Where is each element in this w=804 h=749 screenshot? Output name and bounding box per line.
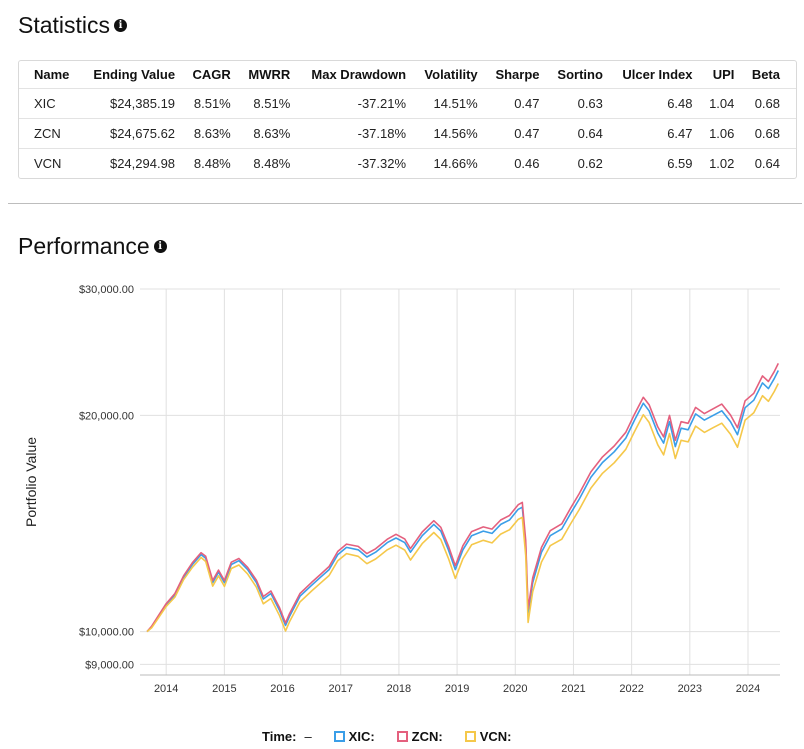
performance-chart[interactable]: 2014 2015 2016 2017 2018 2019 2020 2021 2022 2023… [0,270,804,720]
stat-cell: $24,294.98 [80,148,183,178]
table-row: XIC $24,385.19 8.51% 8.51% -37.21% 14.51% 0.47… [19,88,796,119]
stat-cell: 0.68 [741,118,796,149]
statistics-title-text: Statistics [18,12,111,38]
legend-label-zcn: ZCN: [411,729,443,744]
legend-swatch-xic [333,731,345,742]
stat-cell: 0.46 [484,148,547,178]
performance-title: Performance i [18,233,167,260]
x-tick-label: 2021 [561,683,585,695]
y-tick-label: $30,000.00 [79,284,134,296]
table-row: ZCN $24,675.62 8.63% 8.63% -37.18% 14.56% 0.47… [19,118,796,149]
series-line-zcn [146,363,780,633]
stat-cell: 6.47 [609,118,700,149]
stat-cell: 0.47 [484,88,547,119]
stat-cell: 1.06 [699,118,742,149]
stat-cell: 8.51% [237,88,298,119]
table-row: VCN $24,294.98 8.48% 8.48% -37.32% 14.66% 0.46… [19,148,796,178]
stat-cell: 8.63% [182,118,238,149]
column-header[interactable]: Beta [751,67,780,82]
stat-cell: $24,385.19 [80,88,183,119]
legend-item-zcn[interactable]: ZCN: [396,729,443,744]
column-header[interactable]: Name [34,67,70,82]
x-tick-label: 2024 [736,683,760,695]
y-tick-label: $10,000.00 [79,627,134,639]
column-header[interactable]: Volatility [424,67,478,82]
table-body: XIC $24,385.19 8.51% 8.51% -37.21% 14.51% 0.47… [19,88,796,178]
column-header[interactable]: Sortino [557,67,603,82]
stat-cell: 14.66% [413,148,485,178]
ticker-cell: ZCN [19,118,81,149]
stat-cell: 0.62 [546,148,610,178]
column-header[interactable]: UPI [712,67,735,82]
x-tick-label: 2022 [619,683,643,695]
x-tick-label: 2015 [212,683,236,695]
legend-time-label: Time: [262,729,297,744]
stat-cell: 6.59 [609,148,700,178]
stat-cell: 8.48% [182,148,238,178]
legend-label-xic: XIC: [348,729,375,744]
x-tick-label: 2014 [154,683,178,695]
x-tick-label: 2017 [328,683,352,695]
y-tick-label: $20,000.00 [79,410,134,422]
info-icon[interactable]: i [114,19,128,32]
stat-cell: 0.64 [546,118,610,149]
stat-cell: 8.63% [237,118,298,149]
legend-swatch-vcn [464,731,476,742]
stat-cell: -37.32% [297,148,414,178]
statistics-title: Statistics i [18,12,128,39]
column-header[interactable]: Ulcer Index [622,67,693,82]
stat-cell: 0.47 [484,118,547,149]
legend-swatch-zcn [396,731,408,742]
stat-cell: 0.63 [546,88,610,119]
column-header[interactable]: Ending Value [93,67,176,82]
stat-cell: -37.18% [297,118,414,149]
stat-cell: -37.21% [297,88,414,119]
table-header-row: Name Ending Value CAGR MWRR Max Drawdown Vola… [19,61,796,89]
x-tick-label: 2016 [270,683,294,695]
x-tick-label: 2020 [503,683,527,695]
ticker-cell: VCN [19,148,81,178]
column-header[interactable]: CAGR [192,67,231,82]
series-line-xic [146,370,780,633]
stat-cell: 8.51% [182,88,238,119]
y-tick-label: $9,000.00 [85,659,134,671]
stat-cell: 14.51% [413,88,485,119]
ticker-cell: XIC [19,88,81,119]
x-tick-label: 2023 [678,683,702,695]
column-header[interactable]: Sharpe [495,67,540,82]
performance-title-text: Performance [18,233,150,259]
legend-time-value: – [304,729,312,744]
legend-item-xic[interactable]: XIC: [333,729,375,744]
stat-cell: 0.64 [741,148,796,178]
column-header[interactable]: Max Drawdown [311,67,407,82]
stat-cell: 0.68 [741,88,796,119]
series-line-vcn [146,383,780,633]
legend-label-vcn: VCN: [479,729,512,744]
section-divider [8,203,802,204]
column-header[interactable]: MWRR [248,67,291,82]
chart-legend: Time: – XIC: ZCN: VCN: [262,729,534,744]
stat-cell: 1.04 [699,88,742,119]
statistics-table: Name Ending Value CAGR MWRR Max Drawdown Vola… [19,61,796,178]
x-tick-label: 2018 [387,683,411,695]
stat-cell: 14.56% [413,118,485,149]
stat-cell: 1.02 [699,148,742,178]
stat-cell: 6.48 [609,88,700,119]
legend-item-vcn[interactable]: VCN: [464,729,512,744]
x-tick-label: 2019 [445,683,469,695]
stat-cell: $24,675.62 [80,118,183,149]
y-axis-label: Portfolio Value [23,437,39,527]
stat-cell: 8.48% [237,148,298,178]
info-icon[interactable]: i [153,240,167,253]
statistics-table-container: Name Ending Value CAGR MWRR Max Drawdown Vola… [18,60,797,179]
